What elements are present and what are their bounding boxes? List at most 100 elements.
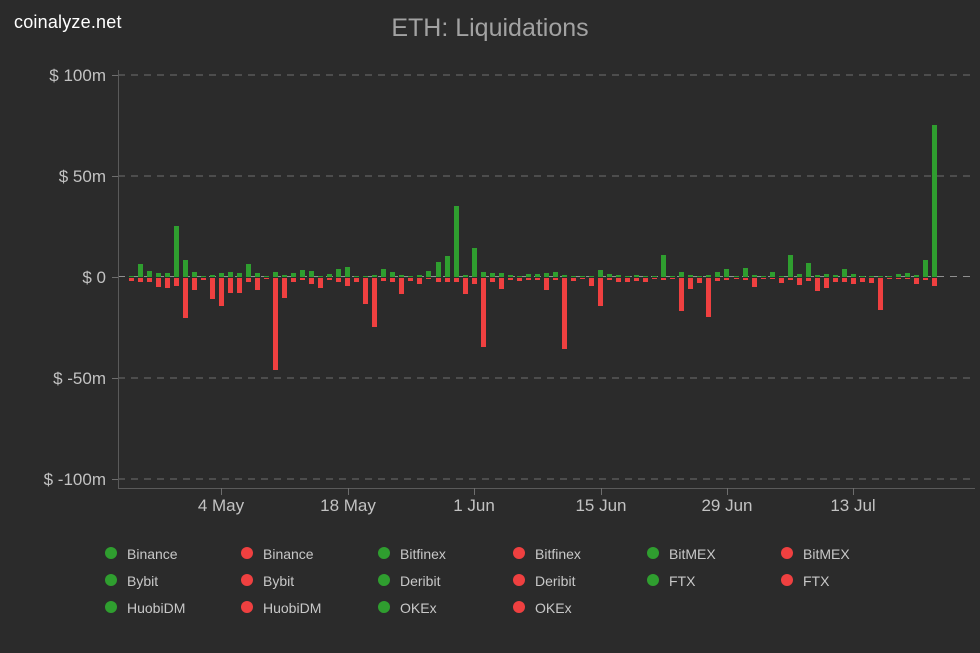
legend-dot-green-icon — [378, 547, 390, 559]
legend-item-bitfinex-red[interactable]: Bitfinex — [513, 544, 633, 562]
legend-item-deribit-green[interactable]: Deribit — [378, 571, 498, 589]
bar-shorts-liquidated — [670, 276, 675, 277]
bar-shorts-liquidated — [715, 272, 720, 277]
bar-longs-liquidated — [544, 278, 549, 290]
x-axis-label: 18 May — [320, 496, 376, 515]
x-axis-label: 15 Jun — [575, 496, 627, 515]
bar-longs-liquidated — [616, 278, 621, 282]
bar-shorts-liquidated — [923, 260, 928, 277]
bar-longs-liquidated — [436, 278, 441, 282]
bar-shorts-liquidated — [625, 276, 630, 277]
bar-shorts-liquidated — [878, 276, 883, 277]
legend-label: OKEx — [535, 600, 572, 616]
bar-longs-liquidated — [246, 278, 251, 282]
bar-longs-liquidated — [363, 278, 368, 304]
bar-shorts-liquidated — [580, 276, 585, 277]
bar-shorts-liquidated — [643, 276, 648, 277]
x-axis-label: 4 May — [197, 496, 245, 515]
bar-shorts-liquidated — [399, 275, 404, 277]
bar-shorts-liquidated — [426, 271, 431, 277]
bar-shorts-liquidated — [815, 275, 820, 277]
y-axis-label: $ -50m — [53, 369, 106, 388]
bar-longs-liquidated — [779, 278, 784, 283]
legend-label: Binance — [263, 546, 314, 562]
bar-longs-liquidated — [652, 278, 657, 279]
legend-item-huobidm-red[interactable]: HuobiDM — [241, 598, 361, 616]
bar-shorts-liquidated — [724, 269, 729, 277]
bar-longs-liquidated — [327, 278, 332, 280]
y-axis-tick — [112, 479, 118, 480]
bar-longs-liquidated — [445, 278, 450, 282]
bar-shorts-liquidated — [147, 271, 152, 277]
bar-longs-liquidated — [535, 278, 540, 280]
legend-item-ftx-red[interactable]: FTX — [781, 571, 901, 589]
legend-dot-red-icon — [781, 574, 793, 586]
y-axis-tick — [112, 277, 118, 278]
legend-item-ftx-green[interactable]: FTX — [647, 571, 767, 589]
bar-shorts-liquidated — [562, 275, 567, 277]
bar-shorts-liquidated — [381, 269, 386, 277]
y-axis-label: $ 100m — [49, 66, 106, 85]
bar-shorts-liquidated — [183, 260, 188, 277]
legend-item-bitfinex-green[interactable]: Bitfinex — [378, 544, 498, 562]
bar-shorts-liquidated — [336, 269, 341, 277]
bar-shorts-liquidated — [246, 264, 251, 277]
bar-longs-liquidated — [300, 278, 305, 280]
bar-longs-liquidated — [697, 278, 702, 283]
bar-shorts-liquidated — [734, 276, 739, 277]
legend-item-bitmex-green[interactable]: BitMEX — [647, 544, 767, 562]
bar-longs-liquidated — [345, 278, 350, 286]
bar-shorts-liquidated — [833, 275, 838, 277]
legend-item-okex-green[interactable]: OKEx — [378, 598, 498, 616]
bar-longs-liquidated — [625, 278, 630, 282]
legend-item-binance-red[interactable]: Binance — [241, 544, 361, 562]
chart-title: ETH: Liquidations — [391, 14, 589, 42]
bar-shorts-liquidated — [688, 275, 693, 277]
legend-item-bitmex-red[interactable]: BitMEX — [781, 544, 901, 562]
bar-longs-liquidated — [201, 278, 206, 280]
legend-dot-red-icon — [513, 547, 525, 559]
legend-dot-red-icon — [513, 601, 525, 613]
bar-longs-liquidated — [165, 278, 170, 288]
bar-shorts-liquidated — [607, 274, 612, 277]
legend-label: Binance — [127, 546, 178, 562]
bar-shorts-liquidated — [309, 271, 314, 277]
gridline-100m — [118, 74, 975, 76]
x-axis-tick — [348, 488, 349, 495]
bar-shorts-liquidated — [860, 276, 865, 277]
bar-longs-liquidated — [905, 278, 910, 279]
x-axis-line — [118, 488, 975, 489]
bar-shorts-liquidated — [535, 274, 540, 277]
bar-shorts-liquidated — [436, 262, 441, 277]
brand-link[interactable]: coinalyze.net — [14, 12, 122, 32]
bar-longs-liquidated — [228, 278, 233, 293]
bar-shorts-liquidated — [589, 276, 594, 277]
bar-longs-liquidated — [381, 278, 386, 281]
legend-item-huobidm-green[interactable]: HuobiDM — [105, 598, 225, 616]
bar-longs-liquidated — [372, 278, 377, 327]
gridline--100m — [118, 478, 975, 480]
legend-item-bybit-red[interactable]: Bybit — [241, 571, 361, 589]
bar-longs-liquidated — [724, 278, 729, 280]
bar-longs-liquidated — [174, 278, 179, 286]
bar-shorts-liquidated — [779, 276, 784, 277]
bar-longs-liquidated — [129, 278, 134, 281]
bar-shorts-liquidated — [282, 275, 287, 277]
legend-item-deribit-red[interactable]: Deribit — [513, 571, 633, 589]
legend-dot-red-icon — [513, 574, 525, 586]
legend-item-okex-red[interactable]: OKEx — [513, 598, 633, 616]
legend-item-binance-green[interactable]: Binance — [105, 544, 225, 562]
legend-dot-green-icon — [647, 547, 659, 559]
bar-shorts-liquidated — [797, 274, 802, 277]
legend-label: Bitfinex — [535, 546, 581, 562]
legend-dot-green-icon — [378, 574, 390, 586]
bar-shorts-liquidated — [526, 274, 531, 277]
bar-shorts-liquidated — [661, 255, 666, 277]
bar-longs-liquidated — [580, 278, 585, 279]
bar-longs-liquidated — [336, 278, 341, 282]
bar-longs-liquidated — [661, 278, 666, 280]
bar-longs-liquidated — [426, 278, 431, 279]
bar-longs-liquidated — [481, 278, 486, 347]
bar-shorts-liquidated — [138, 264, 143, 277]
legend-item-bybit-green[interactable]: Bybit — [105, 571, 225, 589]
